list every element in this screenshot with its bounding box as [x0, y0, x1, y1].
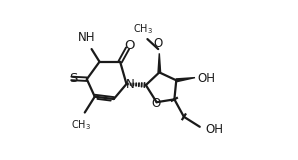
Text: OH: OH	[198, 72, 216, 85]
Text: CH$_3$: CH$_3$	[134, 22, 153, 36]
Text: N: N	[125, 78, 134, 91]
Text: O: O	[153, 37, 163, 50]
Text: OH: OH	[205, 123, 223, 136]
Text: O: O	[152, 97, 161, 110]
Text: CH$_3$: CH$_3$	[71, 118, 91, 132]
Polygon shape	[158, 53, 161, 72]
Text: O: O	[124, 39, 135, 52]
Text: NH: NH	[78, 31, 96, 44]
Polygon shape	[176, 78, 195, 82]
Text: S: S	[69, 72, 77, 85]
